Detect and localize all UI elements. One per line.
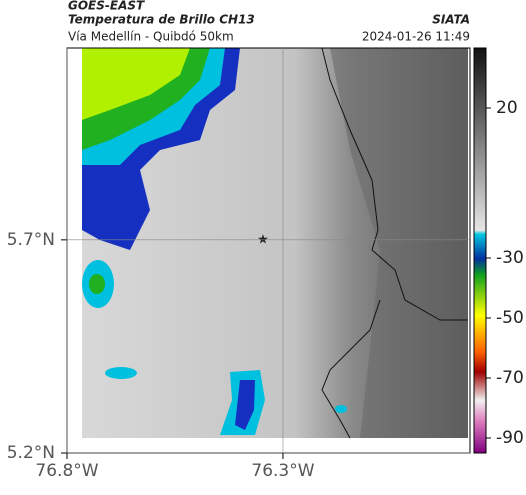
- agency: SIATA: [432, 13, 470, 27]
- colorbar-tick-label: -30: [496, 248, 524, 268]
- title: Temperatura de Brillo CH13: [68, 13, 255, 27]
- lat-tick-label: 5.2°N: [7, 443, 55, 463]
- source: GOES-EAST: [68, 0, 145, 13]
- colorbar-tick-label: -90: [496, 428, 524, 448]
- lon-tick-label: 76.3°W: [251, 461, 314, 481]
- colorbar-tick-label: 20: [496, 98, 518, 118]
- colorbar-tick-label: -50: [496, 308, 524, 328]
- subtitle: Vía Medellín - Quibdó 50km: [68, 30, 234, 44]
- colorbar: [473, 47, 487, 454]
- satellite-image: ★: [82, 47, 468, 439]
- lon-tick-label: 76.8°W: [35, 461, 98, 481]
- colorbar-tick-label: -70: [496, 368, 524, 388]
- lat-tick-label: 5.7°N: [7, 230, 55, 250]
- timestamp: 2024-01-26 11:49: [362, 30, 470, 44]
